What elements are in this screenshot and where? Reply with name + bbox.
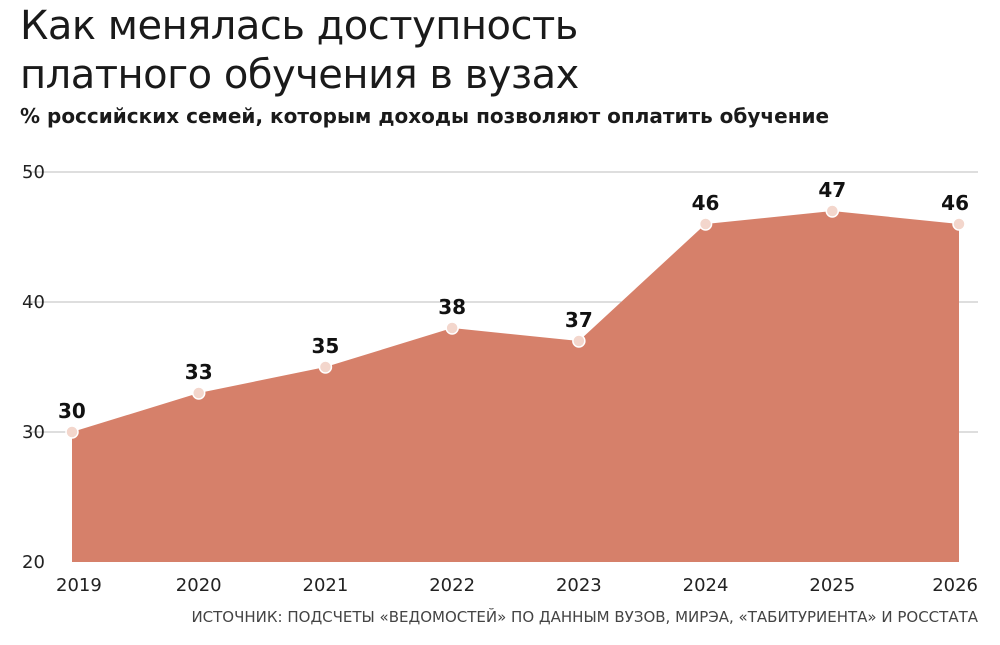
data-label: 35 bbox=[312, 334, 340, 358]
data-label: 38 bbox=[438, 295, 466, 319]
data-point bbox=[572, 334, 586, 348]
y-tick-label: 40 bbox=[22, 292, 45, 313]
x-tick-label: 2024 bbox=[683, 575, 729, 596]
data-label: 47 bbox=[818, 178, 846, 202]
source-note: ИСТОЧНИК: ПОДСЧЕТЫ «ВЕДОМОСТЕЙ» ПО ДАННЫ… bbox=[191, 608, 978, 626]
y-tick-label: 30 bbox=[22, 422, 45, 443]
x-tick-label: 2023 bbox=[556, 575, 602, 596]
data-label: 33 bbox=[185, 360, 213, 384]
data-label: 37 bbox=[565, 308, 593, 332]
series-area bbox=[72, 211, 959, 562]
x-tick-label: 2022 bbox=[429, 575, 475, 596]
y-axis-ticks: 20 30 40 50 bbox=[22, 162, 45, 573]
data-label: 30 bbox=[58, 399, 86, 423]
data-point bbox=[318, 360, 333, 374]
data-label: 46 bbox=[692, 191, 720, 215]
x-tick-label: 2019 bbox=[56, 575, 102, 596]
y-tick-label: 20 bbox=[22, 552, 45, 573]
chart-subtitle: % российских семей, которым доходы позво… bbox=[20, 104, 830, 128]
data-label: 46 bbox=[941, 191, 969, 215]
x-tick-label: 2026 bbox=[932, 575, 978, 596]
x-tick-label: 2021 bbox=[303, 575, 349, 596]
data-point bbox=[191, 386, 206, 400]
data-labels: 30 33 35 38 37 46 47 46 bbox=[58, 178, 969, 423]
y-tick-label: 50 bbox=[22, 162, 45, 183]
data-point bbox=[445, 321, 459, 335]
x-tick-label: 2025 bbox=[809, 575, 855, 596]
chart-title: Как менялась доступность платного обучен… bbox=[20, 3, 579, 98]
data-markers bbox=[65, 204, 966, 439]
x-axis-ticks: 2019 2020 2021 2022 2023 2024 2025 2026 bbox=[56, 575, 978, 596]
data-point bbox=[825, 204, 840, 218]
data-point bbox=[698, 217, 713, 231]
data-point bbox=[65, 425, 79, 439]
x-tick-label: 2020 bbox=[176, 575, 222, 596]
data-point bbox=[952, 217, 966, 231]
